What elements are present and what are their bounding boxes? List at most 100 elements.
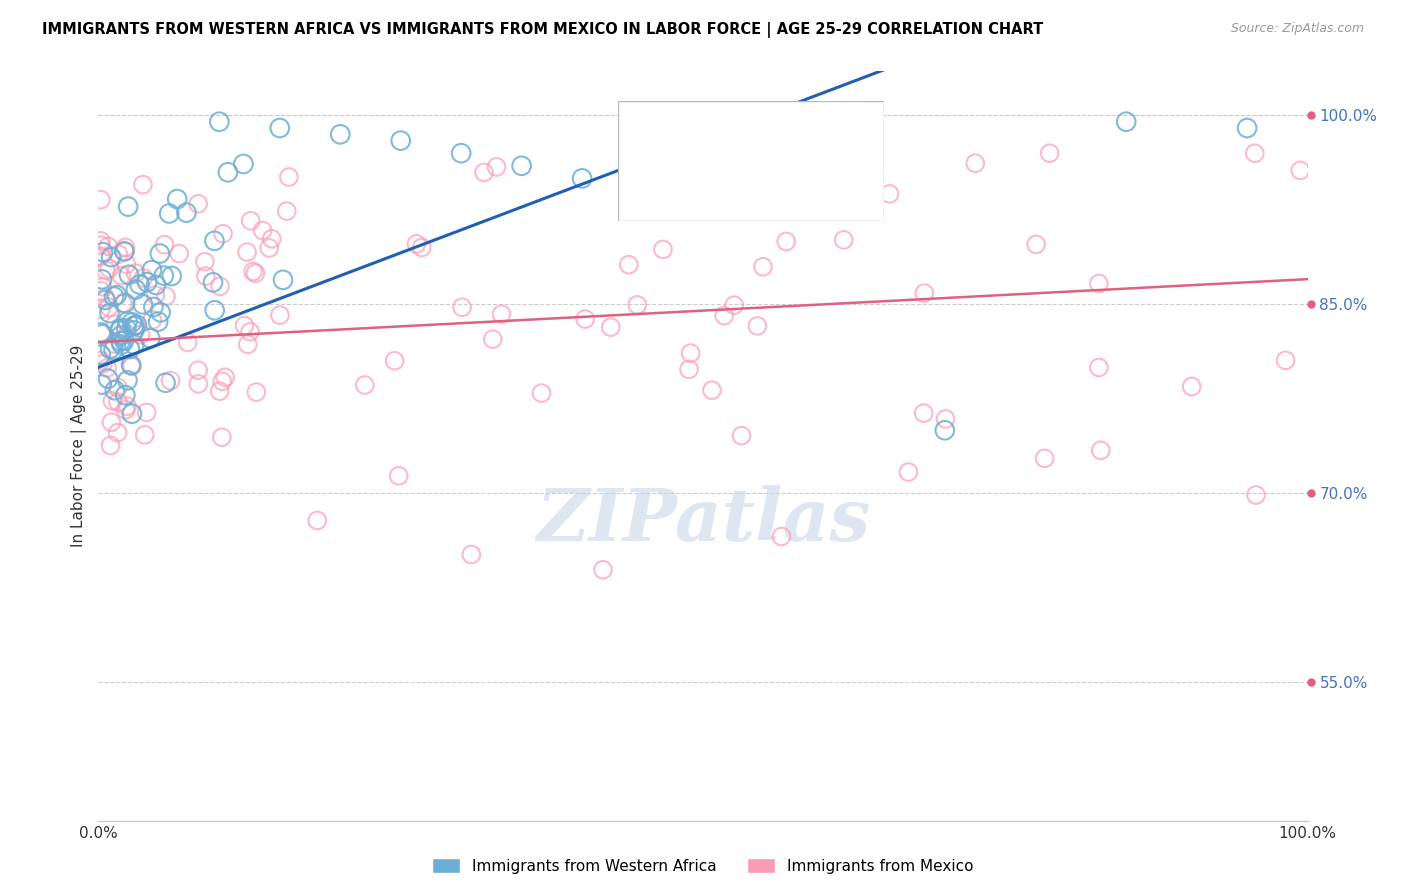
Point: [91, 279, 114, 293]
Point: [211, 375, 233, 389]
Point: [1274, 353, 1296, 368]
Point: [1236, 121, 1258, 136]
Point: [329, 128, 352, 142]
Point: [208, 384, 231, 398]
Point: [121, 359, 143, 374]
Point: [120, 359, 142, 373]
Point: [155, 289, 177, 303]
Point: [353, 378, 375, 392]
Point: [160, 268, 183, 283]
Point: [277, 169, 299, 184]
Text: ZIPatlas: ZIPatlas: [536, 485, 870, 557]
Point: [204, 234, 226, 248]
Point: [110, 334, 132, 348]
Point: [132, 297, 155, 311]
Point: [233, 318, 256, 333]
Point: [176, 335, 198, 350]
Point: [897, 465, 920, 479]
Point: [115, 399, 138, 413]
Point: [110, 321, 132, 335]
Point: [451, 300, 474, 314]
Point: [149, 305, 172, 319]
Point: [217, 165, 239, 179]
Point: [110, 328, 132, 343]
Point: [1289, 163, 1312, 178]
Point: [820, 146, 842, 161]
Point: [149, 246, 172, 260]
Point: [121, 315, 143, 329]
Point: [97, 371, 120, 385]
Point: [103, 290, 125, 304]
Point: [245, 385, 267, 400]
Point: [100, 415, 122, 429]
Point: [1181, 379, 1204, 393]
Point: [91, 245, 114, 260]
Point: [132, 178, 155, 192]
Point: [103, 337, 125, 351]
Point: [717, 159, 740, 173]
Point: [143, 288, 166, 302]
Point: [276, 204, 298, 219]
Point: [90, 353, 112, 368]
Text: IMMIGRANTS FROM WESTERN AFRICA VS IMMIGRANTS FROM MEXICO IN LABOR FORCE | AGE 25: IMMIGRANTS FROM WESTERN AFRICA VS IMMIGR…: [42, 22, 1043, 38]
Point: [1033, 451, 1056, 466]
Point: [187, 196, 209, 211]
Point: [90, 302, 112, 317]
Point: [450, 146, 472, 161]
Point: [135, 405, 157, 419]
Point: [176, 205, 198, 219]
Point: [108, 324, 131, 338]
Point: [153, 237, 176, 252]
Point: [770, 529, 793, 543]
Point: [97, 239, 120, 253]
Point: [125, 283, 148, 297]
Point: [747, 318, 769, 333]
Point: [775, 235, 797, 249]
Point: [232, 157, 254, 171]
Point: [389, 134, 412, 148]
Point: [91, 357, 114, 371]
Point: [107, 425, 129, 440]
Point: [1039, 146, 1062, 161]
Point: [245, 266, 267, 280]
Point: [571, 171, 593, 186]
Point: [574, 312, 596, 326]
Point: [599, 320, 621, 334]
Point: [813, 121, 835, 136]
Point: [388, 468, 411, 483]
Point: [405, 236, 427, 251]
Point: [115, 257, 138, 271]
Point: [117, 200, 139, 214]
Point: [141, 263, 163, 277]
Point: [107, 395, 129, 409]
Point: [208, 279, 231, 293]
Point: [690, 159, 713, 173]
Point: [114, 402, 136, 417]
Point: [90, 284, 112, 298]
Point: [252, 223, 274, 237]
Point: [1115, 114, 1137, 128]
Point: [239, 325, 262, 339]
Point: [90, 238, 112, 252]
Point: [122, 318, 145, 333]
Point: [485, 160, 508, 174]
Point: [166, 192, 188, 206]
Point: [723, 298, 745, 312]
Point: [141, 313, 163, 327]
Point: [617, 258, 640, 272]
Point: [236, 245, 259, 260]
Legend: Immigrants from Western Africa, Immigrants from Mexico: Immigrants from Western Africa, Immigran…: [426, 852, 980, 880]
Point: [879, 186, 901, 201]
Point: [242, 264, 264, 278]
Point: [713, 309, 735, 323]
Point: [90, 377, 112, 392]
Point: [115, 321, 138, 335]
Point: [194, 254, 217, 268]
Point: [110, 337, 132, 351]
Point: [112, 334, 135, 348]
Point: [271, 273, 294, 287]
Point: [460, 548, 482, 562]
Point: [122, 337, 145, 351]
Point: [94, 291, 117, 305]
Point: [912, 286, 935, 301]
